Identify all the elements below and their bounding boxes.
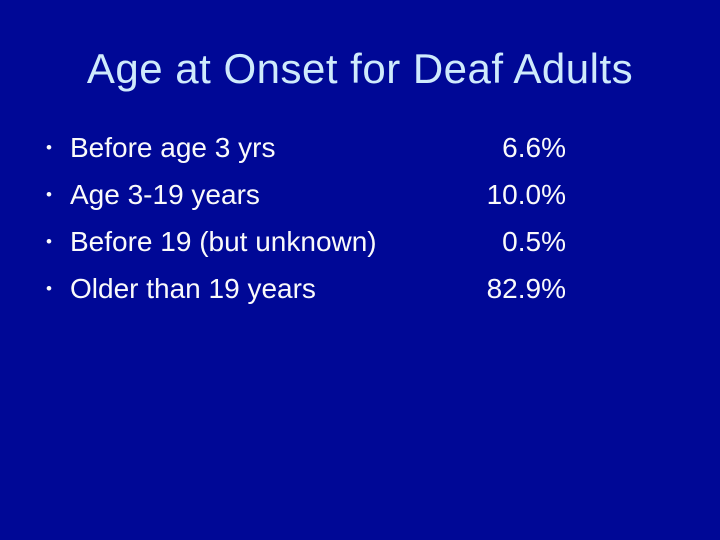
bullet-row: • Before age 3 yrs 6.6% <box>46 124 566 171</box>
bullet-label: Age 3-19 years <box>70 178 260 210</box>
bullet-label: Before age 3 yrs <box>70 131 276 163</box>
bullet-value: 6.6% <box>502 131 566 163</box>
bullet-value: 0.5% <box>502 225 566 257</box>
slide-title: Age at Onset for Deaf Adults <box>86 45 634 92</box>
bullet-value: 10.0% <box>486 178 566 210</box>
bullet-icon: • <box>46 279 52 298</box>
bullet-label: Older than 19 years <box>70 272 316 304</box>
bullet-row: • Older than 19 years 82.9% <box>46 265 566 312</box>
bullet-row: • Before 19 (but unknown) 0.5% <box>46 218 566 265</box>
bullet-icon: • <box>46 232 52 251</box>
bullet-icon: • <box>46 138 52 157</box>
bullet-list: • Before age 3 yrs 6.6% • Age 3-19 years… <box>46 124 566 312</box>
bullet-row: • Age 3-19 years 10.0% <box>46 171 566 218</box>
bullet-label: Before 19 (but unknown) <box>70 225 377 257</box>
bullet-icon: • <box>46 185 52 204</box>
bullet-value: 82.9% <box>486 272 566 304</box>
